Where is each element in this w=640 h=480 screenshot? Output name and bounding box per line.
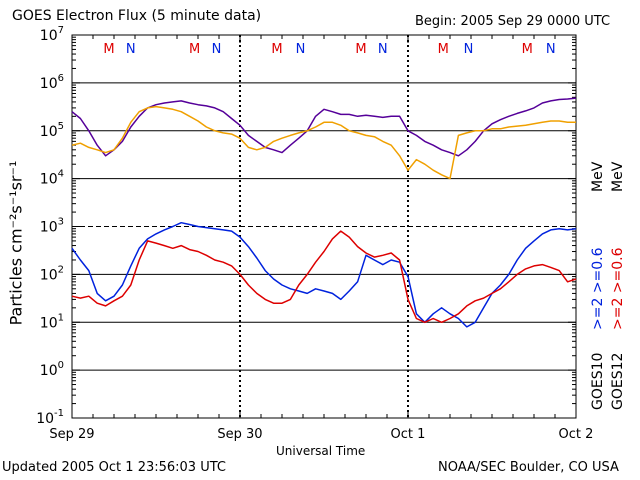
local-time-marker: N xyxy=(464,42,474,57)
goes12-energy-label: >=2 >=0.6 xyxy=(610,247,626,330)
y-axis-label: Particles cm⁻²s⁻¹sr⁻¹ xyxy=(6,160,26,326)
series-line xyxy=(71,105,576,180)
x-tick-label: Sep 30 xyxy=(217,427,262,442)
x-tick-label: Oct 2 xyxy=(559,427,594,442)
local-time-marker: N xyxy=(212,42,222,57)
local-time-marker: N xyxy=(546,42,556,57)
local-time-marker: M xyxy=(438,42,449,57)
updated-timestamp: Updated 2005 Oct 1 23:56:03 UTC xyxy=(2,460,226,475)
goes10-label: GOES10 xyxy=(590,352,606,410)
series-line xyxy=(71,230,577,324)
goes10-energy-label: >=2 >=0.6 xyxy=(590,247,606,330)
series-line xyxy=(71,97,577,157)
y-tick-label: 100 xyxy=(40,360,64,379)
x-tick-label: Oct 1 xyxy=(391,427,426,442)
local-time-marker: M xyxy=(522,42,533,57)
y-tick-label: 102 xyxy=(40,264,64,283)
local-time-marker: N xyxy=(126,42,136,57)
local-time-marker: M xyxy=(189,42,200,57)
x-tick-label: Sep 29 xyxy=(49,427,94,442)
local-time-marker: M xyxy=(103,42,114,57)
y-tick-label: 106 xyxy=(40,73,64,92)
local-time-marker: M xyxy=(355,42,366,57)
y-tick-label: 103 xyxy=(40,217,64,236)
y-tick-label: 101 xyxy=(40,312,64,331)
local-time-marker: N xyxy=(296,42,306,57)
local-time-marker: N xyxy=(378,42,388,57)
y-tick-label: 10-1 xyxy=(36,408,64,427)
unit-label-1: MeV xyxy=(590,161,606,192)
y-tick-label: 104 xyxy=(40,169,64,188)
local-time-marker: M xyxy=(271,42,282,57)
begin-time: Begin: 2005 Sep 29 0000 UTC xyxy=(415,14,611,29)
y-tick-label: 105 xyxy=(40,121,64,140)
unit-label-2: MeV xyxy=(610,161,626,192)
y-tick-label: 107 xyxy=(40,25,64,44)
chart-title: GOES Electron Flux (5 minute data) xyxy=(12,8,262,24)
x-axis-label: Universal Time xyxy=(276,444,366,458)
credit-label: NOAA/SEC Boulder, CO USA xyxy=(438,460,619,475)
goes12-label: GOES12 xyxy=(610,352,626,410)
